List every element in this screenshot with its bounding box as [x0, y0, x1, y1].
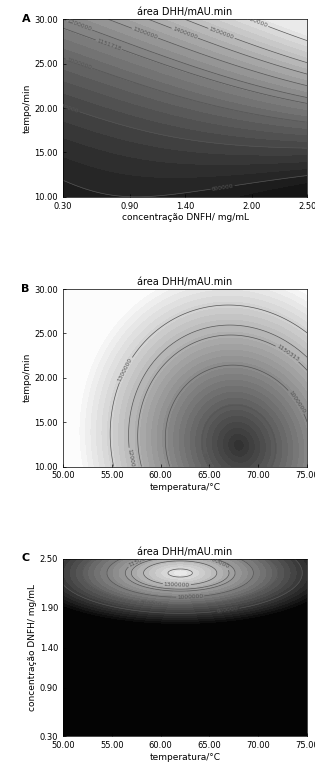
Text: 600000: 600000 — [211, 183, 234, 191]
Y-axis label: concentração DNFH/ mg/mL: concentração DNFH/ mg/mL — [28, 584, 37, 711]
Text: 1000000: 1000000 — [288, 389, 306, 414]
Text: 1150313: 1150313 — [128, 553, 153, 568]
Text: 1700000: 1700000 — [242, 15, 268, 29]
Text: 800000: 800000 — [140, 600, 163, 608]
Text: 1300000: 1300000 — [164, 582, 190, 588]
Text: A: A — [21, 14, 30, 24]
Text: C: C — [21, 553, 30, 563]
X-axis label: temperatura/°C: temperatura/°C — [150, 753, 220, 762]
Y-axis label: tempo/min: tempo/min — [23, 84, 32, 133]
Text: 1000000: 1000000 — [177, 594, 203, 600]
Text: 1300000: 1300000 — [117, 356, 134, 382]
Text: 800000: 800000 — [201, 452, 214, 474]
Text: 1200000: 1200000 — [66, 19, 92, 32]
Text: 1200000: 1200000 — [127, 449, 136, 475]
Text: 600000: 600000 — [216, 606, 239, 615]
Text: 1400000: 1400000 — [172, 26, 198, 40]
Text: 1000000: 1000000 — [66, 57, 92, 71]
Title: área DHH/mAU.min: área DHH/mAU.min — [137, 277, 233, 287]
Text: B: B — [21, 284, 30, 294]
Text: 1151718: 1151718 — [96, 38, 122, 51]
Text: 1500000: 1500000 — [208, 26, 235, 40]
Title: área DHH/mAU.min: área DHH/mAU.min — [137, 7, 233, 17]
Text: 800000: 800000 — [56, 102, 79, 114]
Title: área DHH/mAU.min: área DHH/mAU.min — [137, 546, 233, 556]
Text: 1200000: 1200000 — [204, 555, 230, 570]
Text: 1150313: 1150313 — [275, 344, 300, 363]
X-axis label: concentração DNFH/ mg/mL: concentração DNFH/ mg/mL — [122, 213, 249, 222]
X-axis label: temperatura/°C: temperatura/°C — [150, 483, 220, 492]
Y-axis label: tempo/min: tempo/min — [23, 353, 32, 402]
Text: 1300000: 1300000 — [132, 26, 158, 40]
